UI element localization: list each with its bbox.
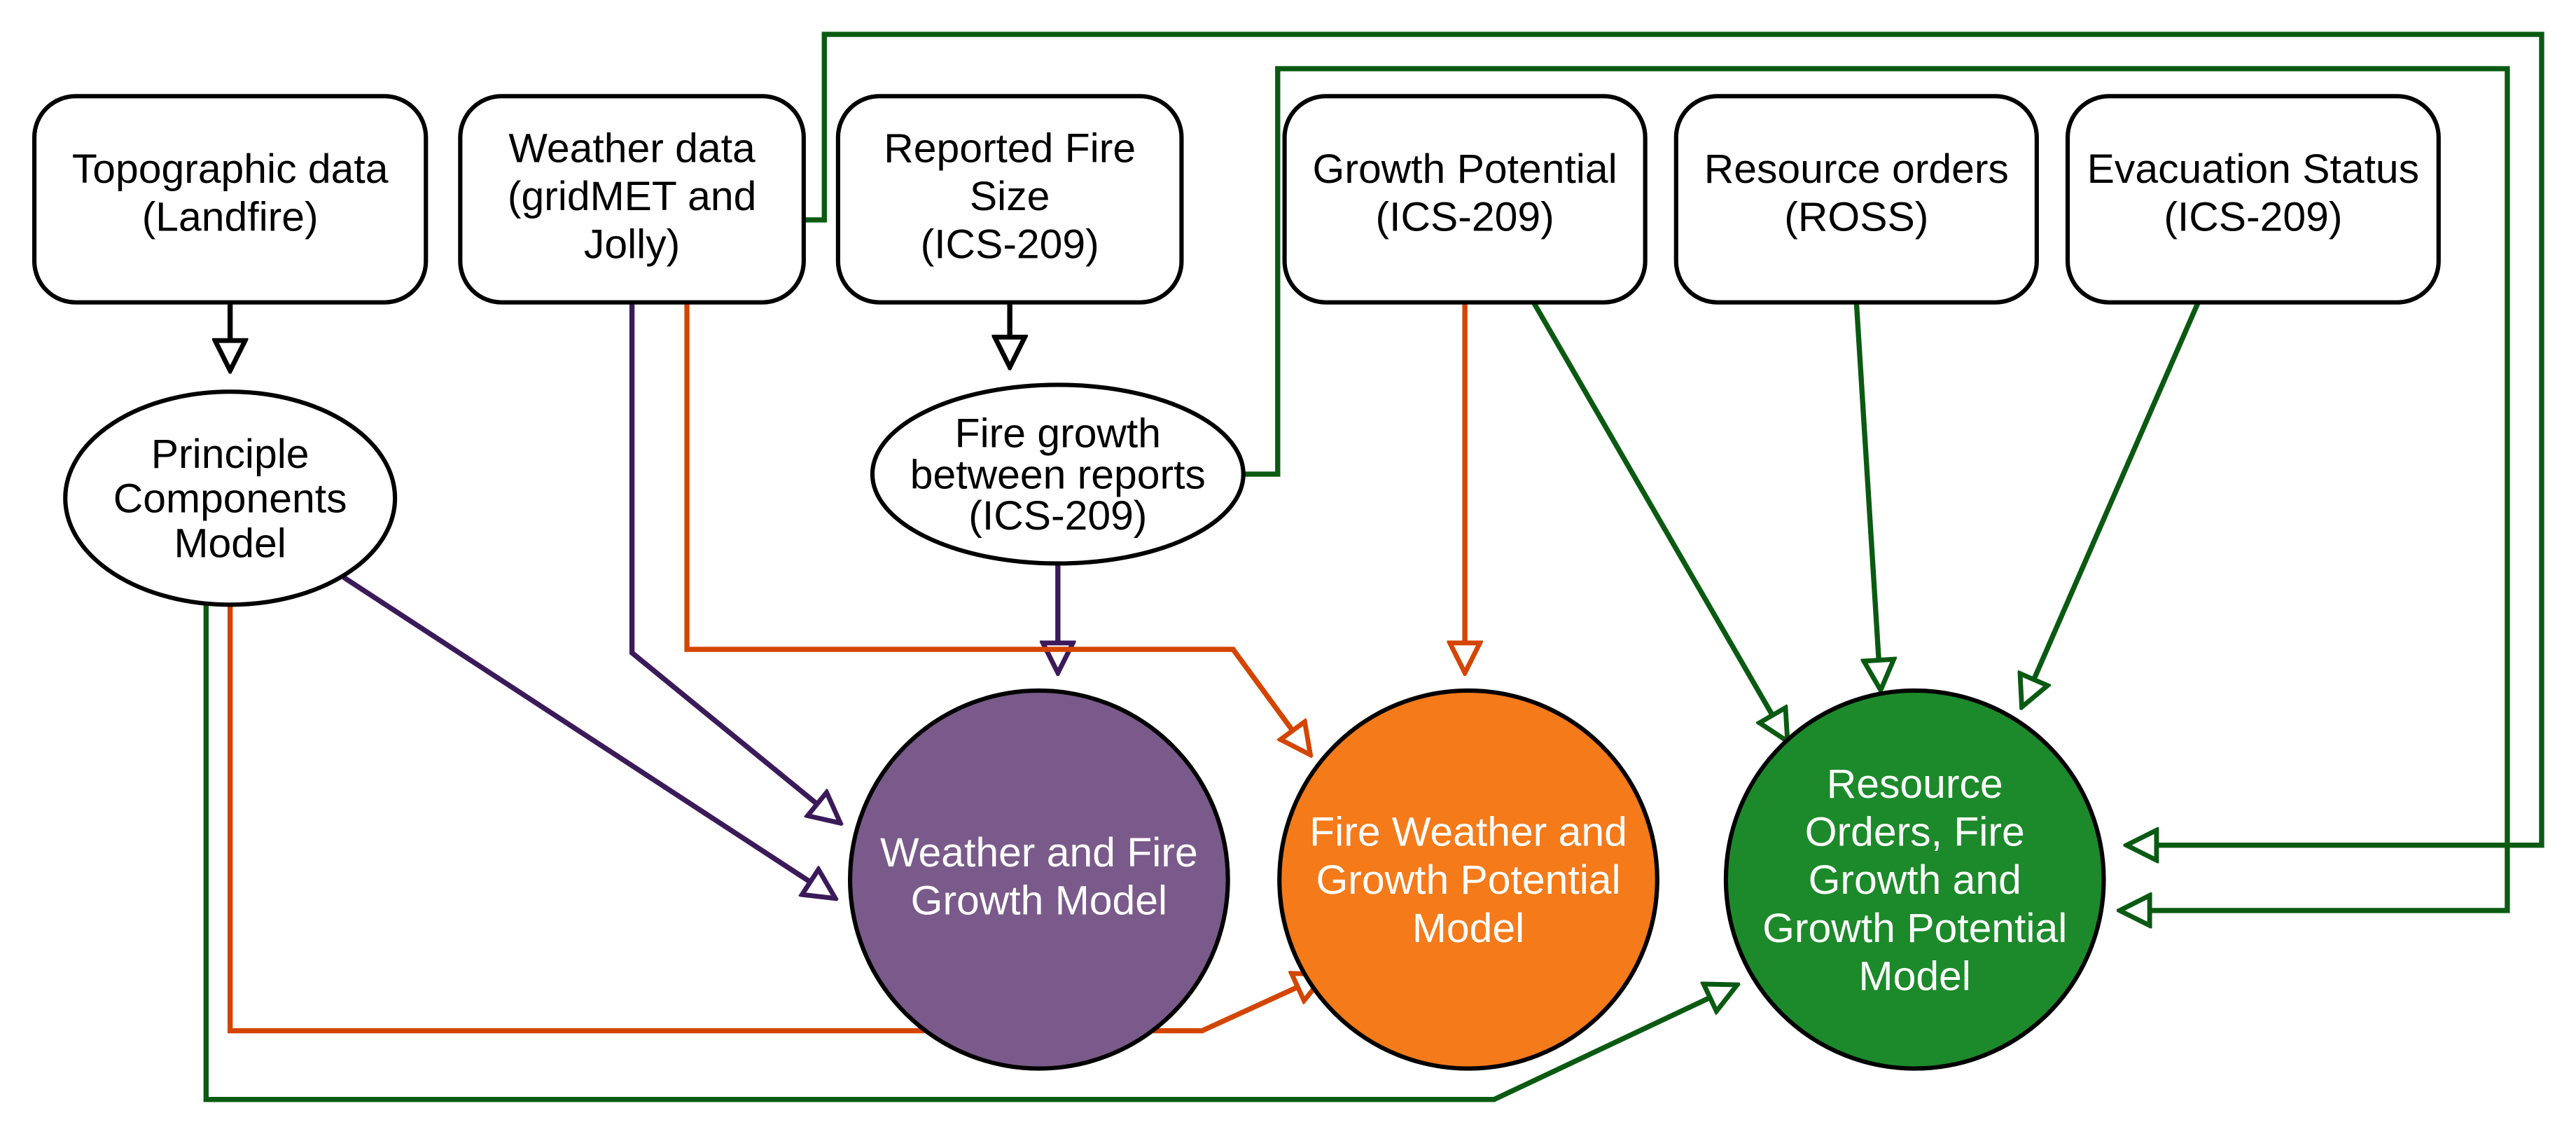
diagram-canvas: Topographic data (Landfire) Weather data… <box>0 0 2576 1134</box>
label-line: Growth Potential <box>1313 146 1617 192</box>
node-reported-fire-size: Reported Fire Size (ICS-209) <box>838 96 1182 302</box>
edge-evac-rofgm <box>2023 303 2198 705</box>
node-weather-fire-growth-model: Weather and Fire Growth Model <box>850 691 1228 1069</box>
label-line: (ROSS) <box>1784 194 1928 240</box>
label-line: Model <box>1412 906 1524 951</box>
edge-resord-rofgm <box>1856 303 1880 687</box>
label-line: (ICS-209) <box>1376 194 1554 240</box>
node-principle-components-model: Principle Components Model <box>65 392 395 604</box>
label-line: (ICS-209) <box>921 222 1099 268</box>
label-line: Growth Potential <box>1762 906 2067 951</box>
label-line: Growth and <box>1809 857 2021 903</box>
node-resource-orders-fire-growth-potential-model: Resource Orders, Fire Growth and Growth … <box>1726 691 2104 1069</box>
label-line: Fire growth <box>955 411 1161 457</box>
label-line: (ICS-209) <box>968 493 1147 539</box>
label-line: (gridMET and <box>508 174 756 219</box>
label-line: Evacuation Status <box>2087 146 2419 192</box>
label-line: Orders, Fire <box>1805 810 2025 855</box>
label-line: Weather data <box>508 125 756 171</box>
node-topographic-data: Topographic data (Landfire) <box>34 96 426 302</box>
label-line: between reports <box>910 452 1206 497</box>
label-line: Jolly) <box>584 222 680 268</box>
edge-pcm-wfgm <box>344 577 833 897</box>
label-line: Size <box>970 174 1050 219</box>
node-fire-growth-between-reports: Fire growth between reports (ICS-209) <box>872 385 1244 563</box>
node-evacuation-status: Evacuation Status (ICS-209) <box>2068 96 2439 302</box>
label-line: Weather and Fire <box>880 830 1198 876</box>
label-line: (ICS-209) <box>2164 194 2342 240</box>
label-line: Components <box>113 476 347 522</box>
label-line: Topographic data <box>72 146 389 192</box>
label-line: Model <box>1859 954 1971 1000</box>
node-growth-potential: Growth Potential (ICS-209) <box>1285 96 1645 302</box>
label-line: Resource <box>1827 761 2003 807</box>
edge-growpot-rofgm <box>1533 303 1786 739</box>
label-line: Principle <box>151 431 309 477</box>
label-line: Resource orders <box>1704 146 2009 192</box>
label-line: Growth Potential <box>1316 857 1620 903</box>
label-line: (Landfire) <box>142 194 319 240</box>
label-line: Growth Model <box>911 878 1167 924</box>
node-weather-data: Weather data (gridMET and Jolly) <box>460 96 804 302</box>
node-fire-weather-growth-potential-model: Fire Weather and Growth Potential Model <box>1279 691 1657 1069</box>
node-resource-orders: Resource orders (ROSS) <box>1676 96 2037 302</box>
edge-weather-wfgm <box>632 303 838 822</box>
label-line: Model <box>174 520 286 566</box>
label-line: Fire Weather and <box>1309 810 1627 855</box>
label-line: Reported Fire <box>884 125 1136 171</box>
